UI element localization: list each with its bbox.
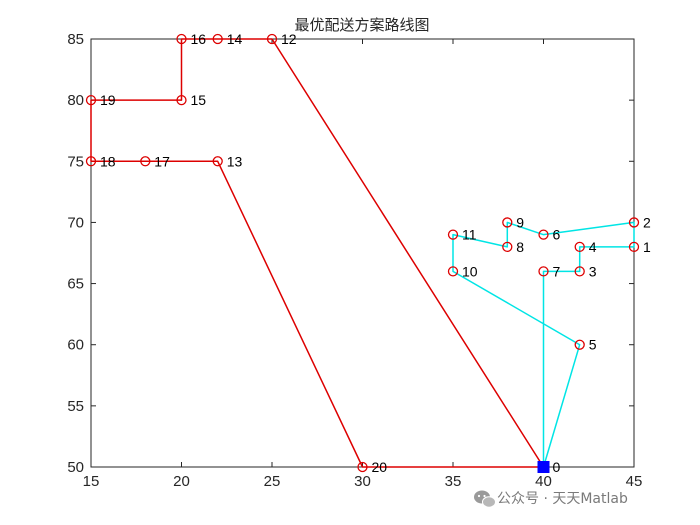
- point-marker-12: [266, 33, 278, 45]
- y-tick-label: 80: [67, 92, 84, 109]
- x-tick-label: 20: [173, 473, 190, 490]
- point-marker-3: [574, 266, 585, 277]
- point-marker-13: [212, 156, 223, 167]
- point-label-15: 15: [191, 92, 207, 108]
- y-tick-label: 60: [67, 337, 84, 354]
- point-label-6: 6: [553, 227, 561, 243]
- x-tick-label: 25: [264, 473, 281, 490]
- point-label-17: 17: [154, 153, 170, 169]
- point-marker-14: [212, 33, 223, 45]
- point-marker-20: [357, 461, 368, 473]
- point-marker-2: [628, 217, 640, 228]
- y-tick-label: 85: [67, 31, 84, 48]
- point-label-13: 13: [227, 153, 243, 169]
- point-label-3: 3: [589, 263, 597, 279]
- x-tick-label: 35: [445, 473, 462, 490]
- point-marker-19: [85, 94, 97, 106]
- chart-title: 最优配送方案路线图: [294, 16, 429, 34]
- wechat-icon: [474, 490, 496, 508]
- point-marker-11: [447, 229, 459, 240]
- point-label-7: 7: [553, 263, 561, 279]
- point-label-19: 19: [100, 92, 116, 108]
- point-label-11: 11: [462, 227, 477, 243]
- route-line-1: [452, 221, 635, 468]
- point-marker-1: [628, 241, 640, 253]
- x-tick-label: 15: [83, 473, 100, 490]
- y-tick-label: 75: [67, 153, 84, 170]
- point-marker-17: [140, 156, 151, 167]
- y-tick-label: 70: [67, 214, 84, 231]
- point-label-1: 1: [643, 239, 651, 255]
- point-marker-6: [538, 229, 549, 240]
- watermark: 公众号 · 天天Matlab: [474, 490, 628, 508]
- point-label-0: 0: [553, 459, 561, 475]
- x-tick-label: 40: [535, 473, 552, 490]
- point-label-9: 9: [516, 214, 524, 230]
- point-label-5: 5: [589, 337, 597, 353]
- depot-marker: [537, 461, 550, 473]
- point-label-18: 18: [100, 153, 116, 169]
- point-label-20: 20: [372, 459, 388, 475]
- x-tick-label: 45: [626, 473, 643, 490]
- point-marker-5: [574, 339, 585, 350]
- watermark-text: 公众号 · 天天Matlab: [497, 491, 628, 507]
- point-marker-9: [502, 217, 513, 228]
- point-marker-4: [574, 241, 585, 253]
- point-label-4: 4: [589, 239, 597, 255]
- point-label-8: 8: [516, 239, 524, 255]
- point-label-16: 16: [191, 31, 207, 47]
- point-marker-15: [176, 94, 187, 106]
- point-marker-16: [176, 33, 187, 45]
- point-label-2: 2: [643, 214, 651, 230]
- point-marker-10: [447, 266, 459, 277]
- y-tick-label: 65: [67, 276, 84, 293]
- point-label-12: 12: [281, 31, 297, 47]
- y-tick-label: 50: [67, 459, 84, 476]
- point-marker-7: [538, 266, 549, 277]
- point-marker-18: [85, 156, 97, 167]
- y-tick-label: 55: [67, 398, 84, 415]
- point-label-10: 10: [462, 263, 478, 279]
- route-line-2: [90, 38, 545, 468]
- point-marker-8: [502, 241, 513, 253]
- point-markers: [85, 33, 640, 473]
- point-label-14: 14: [227, 31, 243, 47]
- route-lines: [90, 38, 635, 468]
- x-tick-label: 30: [354, 473, 371, 490]
